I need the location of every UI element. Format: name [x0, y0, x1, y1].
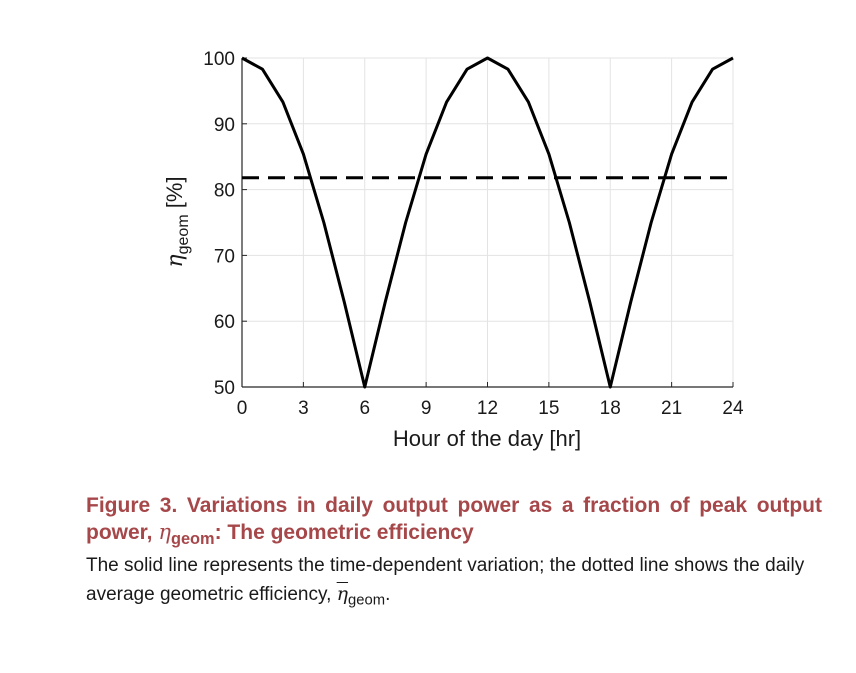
- y-tick-label: 90: [214, 115, 235, 136]
- y-tick-label: 60: [214, 312, 235, 333]
- caption-title-text: Figure 3. Variations in daily output pow…: [86, 494, 822, 544]
- caption-title-eta: η: [158, 520, 171, 544]
- y-tick-label: 70: [214, 246, 235, 267]
- efficiency-chart: 0 3 6 9 12 15 18 21 24 50 60 70 80 90 100 Hour of the…: [162, 49, 744, 451]
- grid-lines: [241, 57, 734, 388]
- caption-title-subscript: geom: [170, 529, 215, 548]
- series-group: [241, 56, 734, 389]
- figure-caption-body: The solid line represents the time-depen…: [86, 551, 826, 609]
- caption-body-suffix: .: [385, 584, 391, 605]
- y-tick-label: 80: [214, 181, 235, 202]
- x-tick-label: 18: [600, 398, 621, 419]
- x-tick-label: 0: [237, 398, 248, 419]
- x-tick-label: 6: [359, 398, 370, 419]
- x-tick-label: 21: [661, 398, 682, 419]
- figure-caption-title: Figure 3. Variations in daily output pow…: [86, 492, 822, 548]
- y-axis-label-symbol: η: [163, 254, 188, 267]
- caption-title-suffix: : The geometric efficiency: [214, 521, 474, 544]
- x-tick-label: 9: [421, 398, 432, 419]
- y-axis-label-subscript: geom: [175, 214, 192, 254]
- caption-body-text: The solid line represents the time-depen…: [86, 555, 805, 605]
- x-tick-label: 3: [298, 398, 309, 419]
- y-tick-label: 50: [214, 378, 235, 399]
- efficiency-curve: [241, 56, 734, 389]
- x-tick-label: 15: [538, 398, 559, 419]
- caption-body-subscript: geom: [348, 592, 386, 609]
- x-tick-label: 12: [477, 398, 498, 419]
- x-tick-label: 24: [722, 398, 744, 419]
- y-axis-label-unit: [%]: [162, 176, 187, 214]
- y-tick-label: 100: [203, 49, 235, 70]
- x-axis-label: Hour of the day [hr]: [393, 426, 581, 451]
- y-axis-ticks: 50 60 70 80 90 100: [203, 49, 247, 399]
- caption-body-eta-bar: η: [336, 583, 349, 605]
- x-axis-ticks: 0 3 6 9 12 15 18 21 24: [237, 382, 744, 419]
- y-axis-label: ηgeom [%]: [162, 176, 192, 267]
